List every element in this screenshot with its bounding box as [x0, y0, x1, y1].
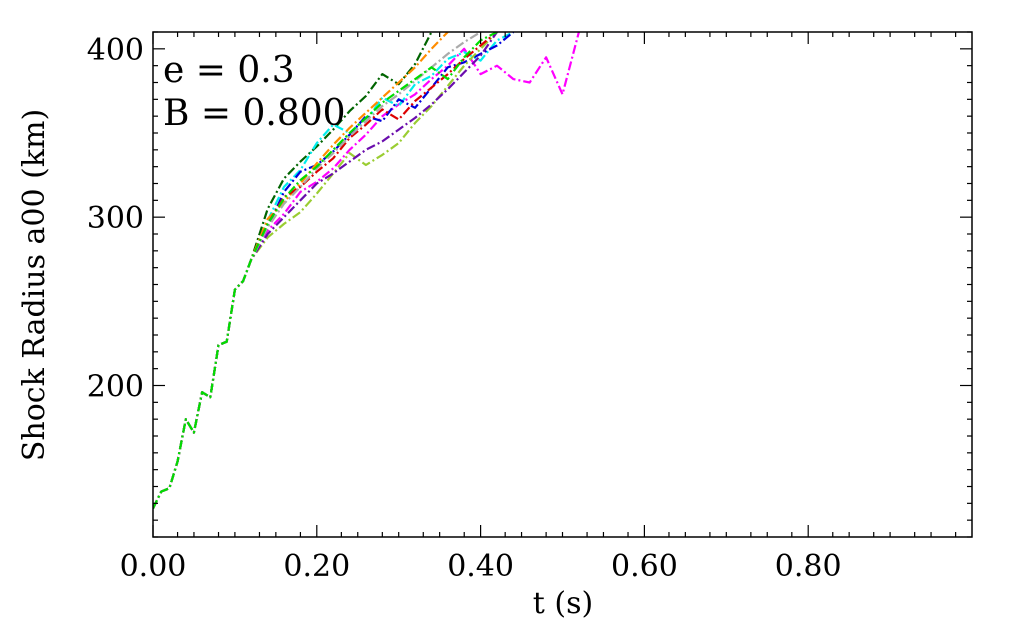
- series-layer: [153, 32, 580, 509]
- axis-labels: 0.00 0.20 0.40 0.60 0.80 200 300 400: [87, 33, 842, 584]
- annotation-eccentricity: e = 0.3: [163, 50, 295, 91]
- x-tick-label: 0.40: [447, 549, 514, 584]
- x-axis-title: t (s): [533, 586, 593, 621]
- x-tick-label: 0.60: [611, 549, 678, 584]
- axes: [152, 31, 973, 538]
- y-axis-title: Shock Radius a00 (km): [17, 109, 52, 461]
- y-tick-label: 400: [87, 33, 144, 68]
- series-line-9: [153, 32, 498, 509]
- x-tick-label: 0.00: [120, 549, 187, 584]
- annotation-magnetic-field: B = 0.800: [163, 93, 346, 134]
- y-tick-label: 300: [87, 201, 144, 236]
- x-tick-label: 0.20: [283, 549, 350, 584]
- x-tick-label: 0.80: [775, 549, 842, 584]
- y-tick-label: 200: [87, 370, 144, 405]
